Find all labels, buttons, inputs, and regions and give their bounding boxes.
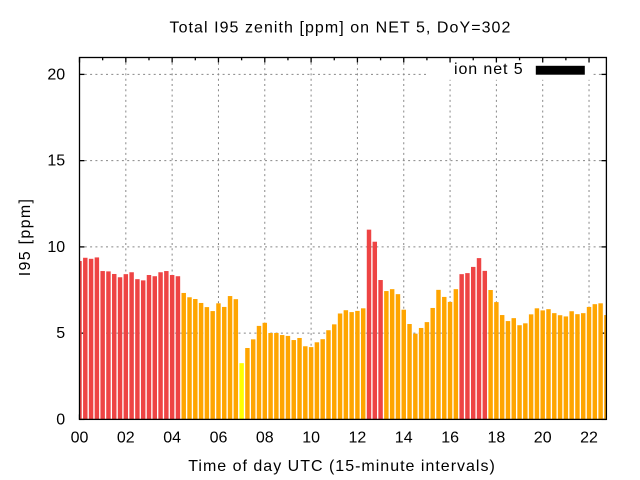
- svg-text:22: 22: [580, 429, 598, 446]
- svg-text:14: 14: [395, 429, 413, 446]
- svg-text:00: 00: [71, 429, 89, 446]
- svg-text:Time of day UTC (15-minute int: Time of day UTC (15-minute intervals): [188, 458, 496, 475]
- svg-text:I95 [ppm]: I95 [ppm]: [17, 198, 34, 276]
- svg-text:06: 06: [210, 429, 228, 446]
- svg-text:5: 5: [56, 325, 65, 342]
- svg-text:02: 02: [117, 429, 135, 446]
- svg-text:10: 10: [47, 239, 65, 256]
- svg-text:04: 04: [163, 429, 181, 446]
- svg-text:ion net 5: ion net 5: [454, 61, 523, 78]
- svg-text:20: 20: [47, 66, 65, 83]
- svg-text:12: 12: [349, 429, 367, 446]
- svg-text:18: 18: [488, 429, 506, 446]
- svg-text:16: 16: [441, 429, 459, 446]
- svg-text:08: 08: [256, 429, 274, 446]
- svg-text:15: 15: [47, 153, 65, 170]
- svg-text:10: 10: [302, 429, 320, 446]
- svg-text:0: 0: [56, 411, 65, 428]
- svg-text:Total I95 zenith [ppm] on NET: Total I95 zenith [ppm] on NET 5, DoY=302: [170, 19, 512, 36]
- svg-text:20: 20: [534, 429, 552, 446]
